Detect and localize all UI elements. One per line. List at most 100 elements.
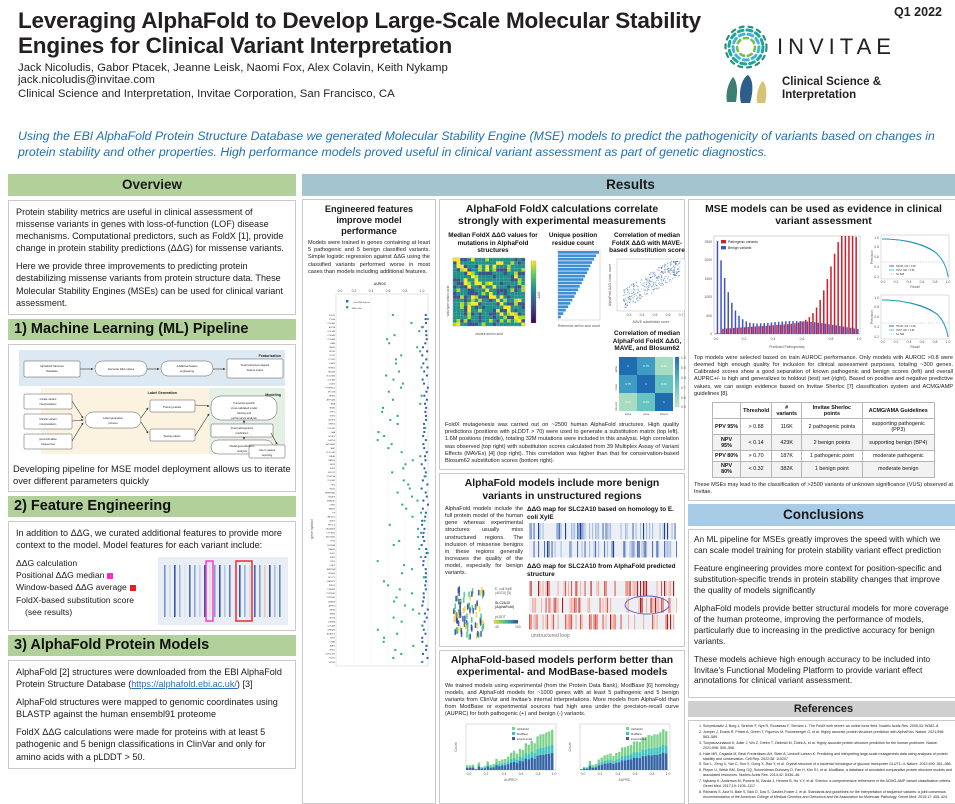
svg-text:0.2: 0.2 [742,337,747,341]
svg-text:reporting: reporting [262,453,273,457]
svg-text:0.6: 0.6 [800,337,805,341]
svg-text:COL4A1: COL4A1 [327,378,336,381]
svg-text:MSHB: MSHB [329,456,335,458]
table-header-cell: ACMG/AMA Guidelines [862,402,934,418]
svg-text:0.8: 0.8 [933,340,938,344]
svg-text:0.8: 0.8 [536,772,541,776]
feature-item-1: Positional ΔΔG median [16,569,152,581]
svg-text:AVPR2: AVPR2 [329,604,336,607]
svg-text:0.6: 0.6 [920,280,925,284]
feature-list: ΔΔG calculation Positional ΔΔG median Wi… [16,557,152,618]
mse-hist-xlabel: Predicted Pathogenicity [769,345,805,349]
svg-text:DNAH5: DNAH5 [328,600,336,603]
svg-text:Model generalization: Model generalization [230,444,255,448]
svg-text:performance analysis: performance analysis [231,416,257,420]
svg-text:1.0: 1.0 [946,280,951,284]
svg-text:ModBase: ModBase [631,732,643,736]
svg-text:feature space: feature space [247,368,264,372]
svg-text:Count: Count [568,743,572,752]
foldx-fig4-caption: Correlation of median AlphaFold FoldX ΔΔ… [605,330,689,353]
svg-text:Precision: Precision [870,250,874,264]
r-annotation: r = -0.75 [662,270,675,274]
svg-text:process: process [108,421,118,425]
svg-text:0.6: 0.6 [874,315,879,319]
alphafold-db-link[interactable]: https://alphafold.ebi.ac.uk/ [131,679,237,689]
af-paragraph-2: AlphaFold structures were mapped to geno… [16,696,288,720]
svg-text:0.2: 0.2 [874,275,879,279]
svg-text:ACADVL: ACADVL [327,632,336,635]
svg-text:ModBase: ModBase [517,732,529,736]
perform-card: AlphaFold-based models perform better th… [439,650,685,804]
red-swatch-icon [130,585,136,591]
svg-text:alpha: alpha [625,412,632,416]
svg-text:PHEX: PHEX [330,363,336,365]
mse-histogram: Pathogenic variants Benign variants 0500… [694,232,866,352]
reference-item: Richards S, Aziz N, Bale S, Bick D, Das … [703,790,953,800]
svg-text:0.2: 0.2 [894,340,899,344]
ml-pipeline-diagram: Featurization Label Generation Modeling [13,348,291,461]
svg-text:0.0: 0.0 [714,337,719,341]
ml-pipeline-caption: Developing pipeline for MSE model deploy… [13,463,291,488]
svg-text:0.0: 0.0 [581,772,586,776]
svg-text:KCNC: KCNC [329,658,335,660]
svg-text:1500: 1500 [704,277,712,281]
table-header-cell [713,402,741,418]
svg-text:FOXRED1: FOXRED1 [326,387,336,389]
svg-text:SPAST: SPAST [329,507,336,510]
unstructured-card: AlphaFold models include more benign var… [439,473,685,647]
svg-text:RPGR: RPGR [329,351,335,353]
svg-text:CYP11B1: CYP11B1 [326,533,336,535]
engineered-features-body: Models were trained in genes containing … [308,240,430,276]
svg-text:cross-validated model: cross-validated model [231,406,258,410]
svg-text:F9: F9 [333,512,336,514]
svg-text:CHAT: CHAT [330,640,336,643]
svg-text:0.0: 0.0 [467,772,472,776]
reference-item: Hale MR, Cagiada M, Beck Frederiksen AH,… [703,752,953,762]
svg-text:0.6: 0.6 [920,340,925,344]
svg-text:SMAD81: SMAD81 [327,499,336,502]
quarter-label: Q1 2022 [894,5,942,19]
svg-text:0.4: 0.4 [771,337,776,341]
invitae-wordmark: INVITAE [777,34,896,60]
table-cell: 187K [772,451,802,461]
svg-text:MLH1: MLH1 [330,488,336,490]
perform-body: We trained models using experimental (fr… [445,683,679,719]
table-cell: NPV 80% [713,461,741,477]
table-cell: 2 pathogenic points [802,419,862,435]
feature-item-4: (see results) [16,606,152,618]
page-title: Leveraging AlphaFold to Develop Large-Sc… [18,8,718,59]
map2-caption: ΔΔG map for SLC2A10 from AlphaFold predi… [527,563,679,578]
engineered-features-title: Engineered features improve model perfor… [308,204,430,237]
svg-text:ABO: ABO [331,447,336,450]
svg-text:0.5: 0.5 [653,313,658,317]
svg-text:0.6: 0.6 [681,396,686,400]
table-header-cell: Invitae Sherloc points [802,402,862,418]
svg-text:0.3: 0.3 [627,313,632,317]
svg-text:ERCC2: ERCC2 [328,472,336,474]
pr-curve-test: TRAIN, IAP = 0.86 TEST, IAP = 0.86 No Sk… [869,292,953,350]
svg-text:ABCB11: ABCB11 [327,515,335,518]
svg-text:Benign variants: Benign variants [728,246,752,250]
svg-text:COL4A4: COL4A4 [327,624,336,627]
svg-text:0.64: 0.64 [643,400,649,404]
table-cell: NPV 95% [713,435,741,451]
svg-text:HBA2: HBA2 [330,612,336,615]
svg-text:Label Generation: Label Generation [148,391,177,395]
svg-text:No Skill: No Skill [896,333,905,336]
foldx-heatmap-block: Median FoldX ΔΔG values for mutations in… [445,232,541,419]
results-middle-column: AlphaFold FoldX calculations correlate s… [439,199,685,804]
svg-text:0.2: 0.2 [352,289,357,293]
svg-text:GLB1: GLB1 [330,464,336,466]
svg-text:PTCH1: PTCH1 [328,359,335,361]
svg-text:Experimental: Experimental [631,737,647,741]
svg-text:gene symbol: gene symbol [310,519,314,538]
table-header-cell: Threshold [741,402,772,418]
abstract-text: Using the EBI AlphaFold Protein Structur… [18,128,943,161]
table-cell: supporting benign (BP4) [862,435,934,451]
svg-text:No Skill: No Skill [896,273,905,276]
conclusion-item: An ML pipeline for MSEs greatly improves… [694,534,953,556]
